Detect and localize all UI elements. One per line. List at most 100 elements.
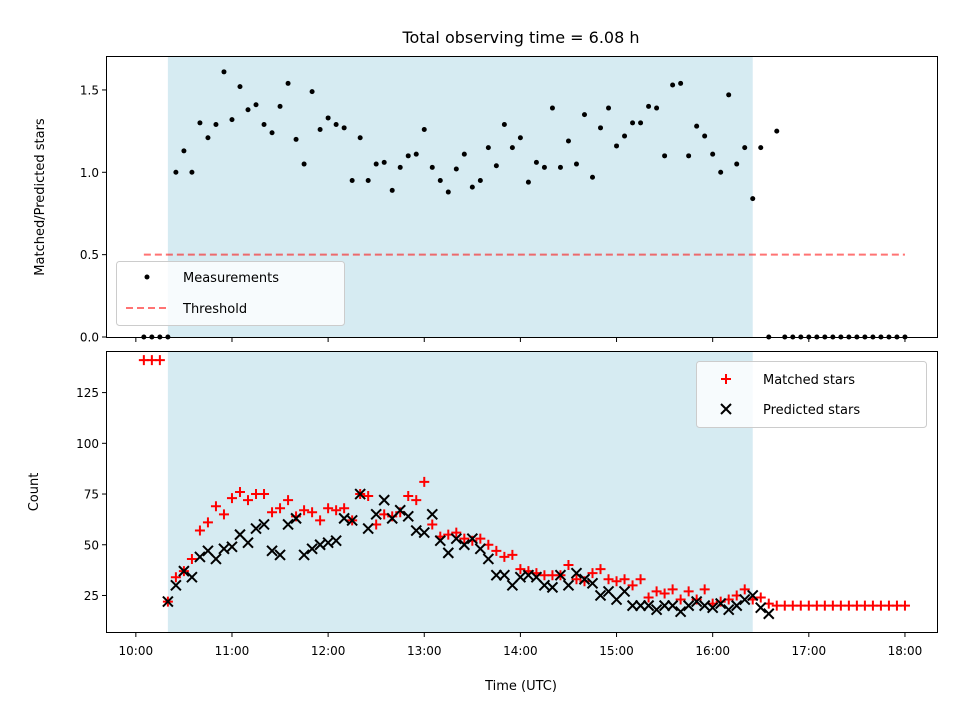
predicted-star-point bbox=[322, 537, 334, 549]
x-tick-label: 12:00 bbox=[311, 644, 346, 658]
measurement-point bbox=[509, 145, 515, 151]
measurement-points bbox=[141, 69, 908, 340]
measurement-point bbox=[245, 107, 251, 113]
matched-star-point bbox=[699, 584, 710, 595]
bottom-panel: 25 50 75 100 125 10:00 11:00 12:00 13:00 14:00 15… bbox=[27, 351, 938, 694]
measurement-point bbox=[606, 105, 612, 111]
measurement-point bbox=[638, 120, 644, 126]
bottom-observing-span bbox=[167, 352, 753, 632]
matched-star-point bbox=[675, 594, 686, 605]
legend-measurements-label: Measurements bbox=[183, 271, 279, 286]
measurement-point bbox=[485, 145, 491, 151]
measurement-point bbox=[205, 135, 211, 141]
measurement-point bbox=[381, 159, 387, 165]
predicted-star-point bbox=[498, 569, 511, 581]
measurement-point bbox=[541, 164, 547, 170]
measurement-point bbox=[181, 148, 187, 154]
predicted-star-point bbox=[282, 518, 294, 531]
measurement-point bbox=[405, 153, 411, 159]
matched-star-point bbox=[459, 533, 470, 544]
predicted-star-point bbox=[546, 581, 559, 594]
matched-star-point bbox=[667, 584, 678, 595]
predicted-star-point bbox=[186, 571, 198, 583]
bottom-x-axis-label: Time (UTC) bbox=[484, 679, 557, 694]
top-panel: 0.0 0.5 1.0 1.5 Total observing time = 6.08… bbox=[33, 28, 938, 345]
bottom-y-axis-ticks: 25 50 75 100 125 bbox=[76, 386, 107, 603]
matched-star-point bbox=[243, 495, 254, 506]
measurement-point bbox=[549, 105, 555, 111]
legend-x-glyph bbox=[720, 403, 732, 415]
y-tick-label: 0.0 bbox=[80, 331, 99, 345]
measurement-point bbox=[718, 169, 724, 175]
matched-star-point bbox=[323, 503, 334, 514]
measurement-point bbox=[646, 103, 652, 109]
predicted-star-point bbox=[538, 579, 551, 592]
legend-matched-marker bbox=[721, 374, 731, 384]
measurement-point bbox=[333, 122, 339, 128]
measurement-point bbox=[173, 169, 179, 175]
predicted-star-point bbox=[290, 512, 302, 525]
matched-star-point bbox=[259, 489, 270, 500]
predicted-star-point bbox=[618, 585, 631, 598]
predicted-star-point bbox=[706, 601, 719, 614]
matched-star-point bbox=[635, 574, 646, 585]
matched-star-point bbox=[299, 505, 310, 516]
measurement-point bbox=[189, 169, 195, 175]
predicted-star-point bbox=[298, 549, 310, 561]
matched-star-point bbox=[170, 572, 181, 583]
measurement-point bbox=[221, 69, 227, 75]
predicted-star-point bbox=[698, 599, 711, 612]
predicted-star-point bbox=[666, 599, 679, 612]
measurement-point bbox=[517, 135, 523, 141]
measurement-point bbox=[469, 184, 475, 190]
predicted-star-point bbox=[394, 504, 406, 516]
matched-star-point bbox=[611, 576, 622, 587]
matched-star-point bbox=[515, 564, 526, 575]
predicted-star-point bbox=[218, 543, 230, 555]
legend-plus-glyph bbox=[721, 374, 731, 384]
matched-star-point bbox=[363, 491, 374, 502]
measurement-point bbox=[373, 161, 379, 167]
matched-star-point bbox=[755, 592, 766, 603]
x-tick-label: 17:00 bbox=[792, 644, 827, 658]
matched-star-point bbox=[194, 525, 205, 536]
predicted-star-point bbox=[578, 573, 591, 585]
predicted-star-point bbox=[722, 603, 735, 616]
matched-star-point bbox=[411, 495, 422, 506]
predicted-star-point bbox=[474, 543, 487, 555]
legend-matched-label: Matched stars bbox=[763, 373, 855, 388]
measurement-point bbox=[590, 174, 596, 180]
predicted-stars-points bbox=[162, 488, 775, 620]
predicted-star-point bbox=[522, 569, 535, 581]
y-tick-label: 50 bbox=[84, 538, 99, 552]
predicted-star-point bbox=[306, 543, 318, 555]
measurement-point bbox=[269, 130, 275, 136]
predicted-star-point bbox=[178, 565, 190, 577]
x-tick-label: 11:00 bbox=[215, 644, 250, 658]
predicted-star-point bbox=[330, 534, 342, 547]
predicted-star-point bbox=[210, 553, 222, 565]
predicted-star-point bbox=[258, 518, 270, 531]
measurement-point bbox=[774, 128, 780, 134]
top-y-axis-ticks: 0.0 0.5 1.0 1.5 bbox=[80, 83, 107, 345]
measurement-point bbox=[413, 151, 419, 157]
matched-star-point bbox=[619, 574, 630, 585]
predicted-star-point bbox=[266, 545, 278, 557]
matched-star-point bbox=[154, 355, 165, 366]
predicted-star-point bbox=[242, 537, 254, 549]
measurement-point bbox=[277, 103, 283, 109]
matched-star-point bbox=[899, 600, 910, 611]
y-tick-label: 1.0 bbox=[80, 166, 99, 180]
measurement-point bbox=[229, 117, 235, 123]
top-y-axis-label: Matched/Predicted stars bbox=[33, 118, 48, 276]
measurement-point bbox=[630, 120, 636, 126]
measurement-point bbox=[397, 164, 403, 170]
measurement-point bbox=[678, 80, 684, 86]
measurement-point bbox=[614, 143, 620, 149]
predicted-star-point bbox=[226, 541, 238, 553]
bottom-axes-frame bbox=[106, 351, 938, 633]
measurement-point bbox=[742, 145, 748, 151]
predicted-star-point bbox=[314, 539, 326, 551]
measurement-point bbox=[501, 122, 507, 128]
measurement-point bbox=[237, 84, 243, 90]
